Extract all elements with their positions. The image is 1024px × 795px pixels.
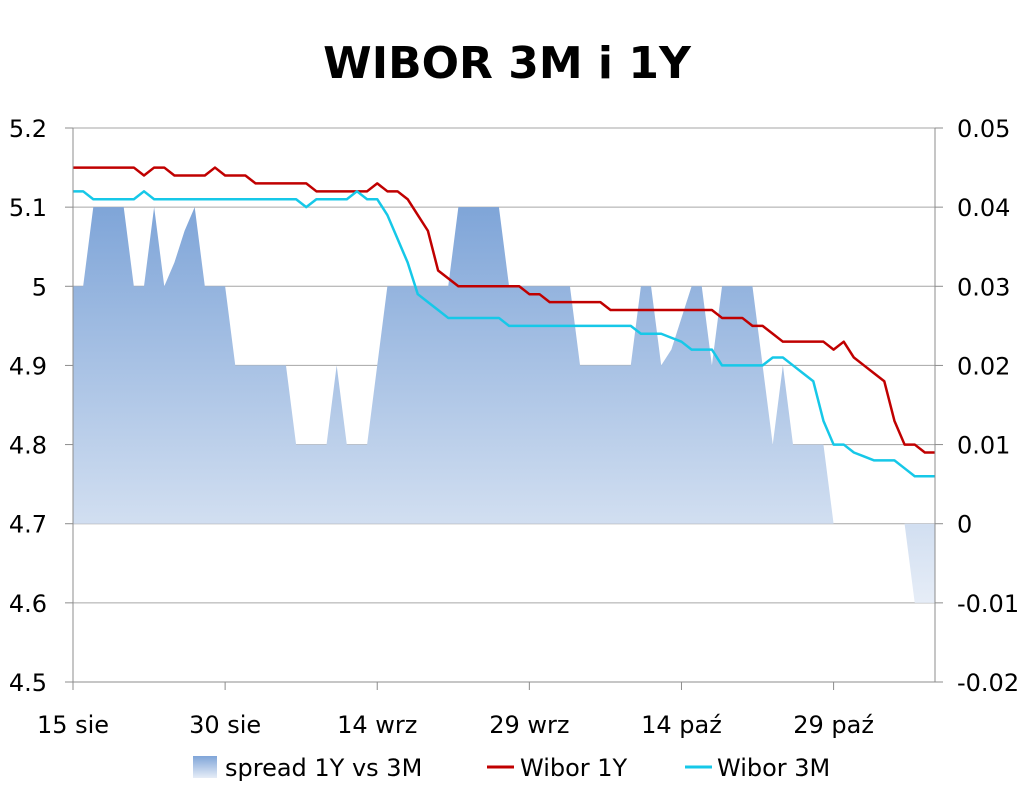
chart-title: WIBOR 3M i 1Y <box>323 38 692 89</box>
legend-wibor3m-label: Wibor 3M <box>717 754 830 782</box>
y-left-tick-label: 4.6 <box>9 590 47 618</box>
x-tick-label: 15 sie <box>37 711 109 739</box>
y-left-tick-label: 4.5 <box>9 669 47 697</box>
legend-wibor1y-label: Wibor 1Y <box>520 754 628 782</box>
y-left-tick-label: 4.8 <box>9 432 47 460</box>
legend: spread 1Y vs 3M Wibor 1Y Wibor 3M <box>193 754 830 782</box>
y-left-tick-label: 5 <box>32 273 47 301</box>
x-tick-label: 29 paź <box>793 711 874 739</box>
y-right-tick-label: -0.01 <box>957 590 1019 618</box>
y-right-tick-label: 0.04 <box>957 194 1010 222</box>
legend-spread-label: spread 1Y vs 3M <box>225 754 422 782</box>
x-tick-label: 14 paź <box>641 711 722 739</box>
x-tick-label: 29 wrz <box>489 711 569 739</box>
series-spread-area <box>73 207 935 603</box>
legend-spread-swatch <box>193 756 217 778</box>
y-left-tick-label: 5.2 <box>9 115 47 143</box>
y-right-tick-label: 0.02 <box>957 352 1010 380</box>
x-tick-label: 30 sie <box>189 711 261 739</box>
y-right-tick-label: 0 <box>957 511 972 539</box>
spread-area-layer <box>73 207 935 603</box>
series-wibor1y-line <box>73 166 935 454</box>
y-left-tick-label: 4.7 <box>9 511 47 539</box>
y-right-tick-label: 0.01 <box>957 432 1010 460</box>
y-right-tick-label: 0.05 <box>957 115 1010 143</box>
x-tick-label: 14 wrz <box>337 711 417 739</box>
y-right-tick-label: -0.02 <box>957 669 1019 697</box>
y-left-tick-label: 4.9 <box>9 352 47 380</box>
axes: 5.2 0.05 5.1 0.04 5 0.03 4.9 0.02 4.8 0.01 4.7 0 4.6… <box>9 115 1019 739</box>
y-left-tick-label: 5.1 <box>9 194 47 222</box>
lines-layer <box>73 166 935 478</box>
series-wibor3m-line <box>73 190 935 478</box>
y-right-tick-label: 0.03 <box>957 273 1010 301</box>
